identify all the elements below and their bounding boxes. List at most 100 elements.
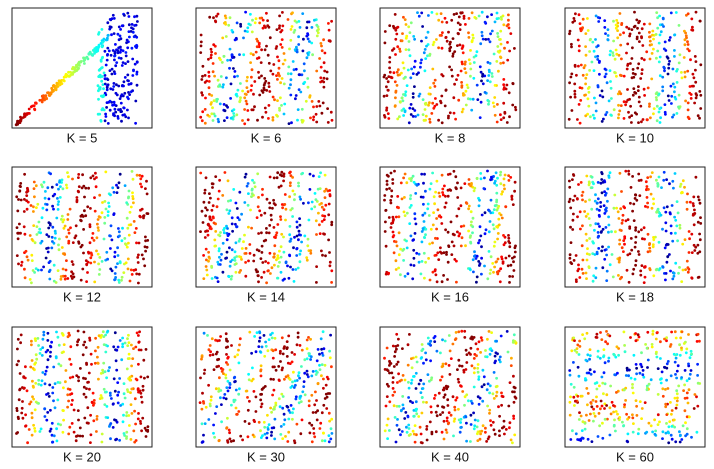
dot [265,89,269,92]
dot [670,425,674,428]
dot [455,187,458,191]
dot [480,213,484,217]
dot [571,199,575,202]
dot [605,404,608,407]
dot [257,196,260,199]
dot [229,58,233,62]
dot [692,76,696,80]
dot [412,35,416,38]
dot [275,231,279,235]
dot [285,355,289,358]
dot [456,368,459,371]
dot [596,355,600,359]
dot [68,376,72,380]
dot [250,379,254,383]
dot [435,227,438,231]
dot [485,388,489,392]
dot [391,178,395,181]
dot [30,253,34,257]
dot [210,277,214,280]
dot [305,373,309,376]
dot [86,406,90,410]
dot [106,78,110,81]
dot [244,10,248,14]
dot [321,253,324,257]
dot [32,180,36,184]
dot [644,180,648,184]
dot [214,412,217,415]
dot [208,215,212,219]
dot [40,216,44,220]
dot [420,356,424,359]
dot [592,241,595,245]
dot [685,259,689,263]
dot [586,392,590,395]
dot [441,364,445,368]
dot [442,437,446,441]
dot [481,424,485,428]
dot [617,217,621,220]
dot [507,23,510,26]
dot [297,181,300,185]
dot [513,395,517,399]
dot [406,68,410,72]
dot [235,255,239,258]
dot [512,414,515,418]
dot [655,210,658,214]
dot [214,20,218,24]
dot [16,209,20,213]
dot [674,373,677,376]
dot [631,386,634,390]
dot [298,260,302,264]
dot [18,387,22,391]
dot [400,39,404,43]
dot [467,31,470,35]
dot [599,201,602,204]
dot [272,176,276,180]
dot [283,418,287,422]
dot [203,191,207,195]
dot [673,215,676,219]
dot [499,267,503,271]
dot [255,216,259,220]
dot [675,403,679,407]
dot [640,68,644,72]
dot [393,169,396,173]
dot [384,404,388,408]
dot [445,431,449,434]
dot [413,440,417,444]
dot [407,25,411,29]
dot [312,174,315,178]
dot [415,251,419,255]
dot [619,73,622,77]
dot [453,405,457,409]
dot [397,215,401,219]
dot [207,348,211,352]
dot [595,405,599,408]
dot [587,371,591,375]
dot [496,176,499,180]
dot [428,278,432,282]
dot [612,352,616,356]
dot [483,74,487,78]
dot [683,70,687,74]
dot [216,197,220,201]
dot [297,371,301,375]
dot [580,267,584,271]
dot [205,258,208,262]
dot [509,176,513,179]
dot [330,432,334,435]
dot [298,376,301,380]
dot [258,21,262,25]
dot [108,425,111,428]
dot [303,234,307,238]
dot [409,113,413,116]
dot [54,231,57,235]
dot [260,74,263,78]
dot [634,241,637,244]
dot [301,390,305,394]
dot [314,198,318,202]
dot [604,72,608,76]
dot [298,395,302,398]
dot [234,380,237,383]
